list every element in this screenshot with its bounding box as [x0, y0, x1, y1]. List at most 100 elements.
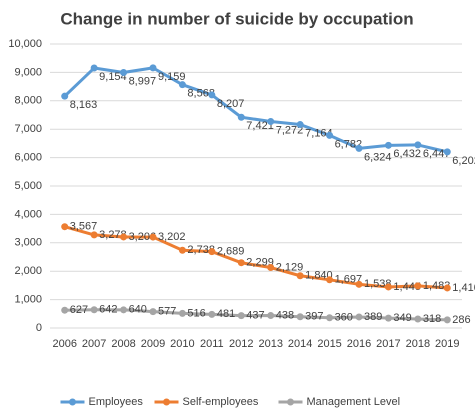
y-tick-label: 9,000: [14, 66, 42, 78]
data-label: 7,421: [246, 120, 274, 132]
data-label: 8,997: [129, 75, 157, 87]
data-label: 6,782: [335, 138, 363, 150]
data-point: [61, 306, 69, 314]
data-point: [61, 92, 69, 100]
data-point: [443, 284, 451, 292]
y-tick-label: 3,000: [14, 237, 42, 249]
series-line: [64, 225, 448, 290]
data-point: [355, 280, 363, 288]
data-label: 627: [70, 304, 88, 316]
data-label: 6,202: [452, 155, 475, 167]
legend-label: Employees: [89, 396, 144, 408]
data-label: 7,164: [305, 127, 333, 139]
data-label: 397: [305, 311, 323, 323]
data-point: [384, 141, 392, 149]
data-label: 8,163: [70, 99, 98, 111]
data-point: [178, 309, 186, 317]
data-label: 2,738: [187, 244, 215, 256]
legend-marker: [287, 398, 294, 406]
data-label: 3,202: [158, 231, 186, 243]
data-point: [355, 144, 363, 152]
data-point: [267, 264, 275, 272]
x-tick-label: 2008: [111, 338, 135, 350]
data-label: 3,567: [70, 221, 98, 233]
data-label: 1,840: [305, 270, 333, 282]
data-point: [326, 314, 334, 322]
x-tick-label: 2018: [406, 338, 430, 350]
data-point: [178, 246, 186, 254]
x-tick-label: 2016: [347, 338, 371, 350]
data-point: [296, 121, 304, 129]
data-label: 9,154: [99, 71, 127, 83]
data-point: [178, 81, 186, 89]
x-tick-label: 2009: [141, 338, 165, 350]
data-point: [237, 259, 245, 267]
data-point: [355, 313, 363, 321]
data-label: 6,432: [393, 148, 421, 160]
data-label: 318: [423, 313, 441, 325]
data-point: [326, 131, 334, 139]
data-point: [90, 231, 98, 239]
data-point: [443, 148, 451, 156]
data-point: [414, 282, 422, 290]
data-label: 2,299: [246, 257, 274, 269]
data-label: 1,483: [423, 280, 451, 292]
data-label: 6,324: [364, 151, 392, 163]
x-tick-label: 2007: [82, 338, 106, 350]
data-label: 1,697: [335, 274, 363, 286]
y-tick-label: 10,000: [8, 38, 42, 50]
data-point: [61, 223, 69, 231]
data-point: [443, 316, 451, 324]
data-point: [208, 248, 216, 256]
data-point: [90, 64, 98, 72]
data-point: [237, 113, 245, 121]
y-tick-label: 2,000: [14, 265, 42, 277]
y-tick-label: 1,000: [14, 294, 42, 306]
data-label: 6,447: [423, 148, 451, 160]
data-point: [296, 313, 304, 321]
data-point: [149, 64, 157, 72]
data-label: 3,278: [99, 229, 127, 241]
data-label: 1,410: [452, 282, 475, 294]
data-point: [414, 141, 422, 149]
data-label: 360: [335, 312, 353, 324]
data-point: [384, 314, 392, 322]
data-label: 8,568: [187, 88, 215, 100]
series-line: [64, 308, 448, 322]
data-label: 438: [276, 309, 294, 321]
series-line: [63, 66, 448, 154]
x-tick-label: 2019: [435, 338, 459, 350]
data-point: [149, 308, 157, 316]
legend-marker: [163, 398, 170, 406]
y-tick-label: 4,000: [14, 208, 42, 220]
data-label: 1,445: [393, 281, 421, 293]
data-label: 7,272: [276, 124, 304, 136]
data-point: [414, 315, 422, 323]
data-label: 8,207: [217, 98, 245, 110]
legend-label: Management Level: [307, 396, 401, 408]
data-point: [149, 233, 157, 241]
data-label: 2,689: [217, 246, 245, 258]
x-tick-label: 2011: [200, 338, 224, 350]
legend-label: Self-employees: [183, 396, 259, 408]
data-point: [120, 68, 128, 76]
data-point: [120, 233, 128, 241]
data-label: 349: [393, 312, 411, 324]
data-label: 481: [217, 308, 235, 320]
data-point: [384, 283, 392, 291]
data-label: 437: [246, 309, 264, 321]
data-label: 2,129: [276, 261, 304, 273]
data-label: 1,538: [364, 278, 392, 290]
x-tick-label: 2014: [288, 338, 312, 350]
data-point: [120, 306, 128, 314]
data-label: 577: [158, 306, 176, 318]
data-point: [296, 272, 304, 280]
data-point: [267, 117, 275, 125]
y-tick-label: 0: [36, 322, 42, 334]
data-point: [267, 312, 275, 320]
x-tick-label: 2006: [52, 338, 76, 350]
data-point: [237, 312, 245, 320]
data-label: 3,206: [129, 231, 157, 243]
y-tick-label: 6,000: [14, 152, 42, 164]
